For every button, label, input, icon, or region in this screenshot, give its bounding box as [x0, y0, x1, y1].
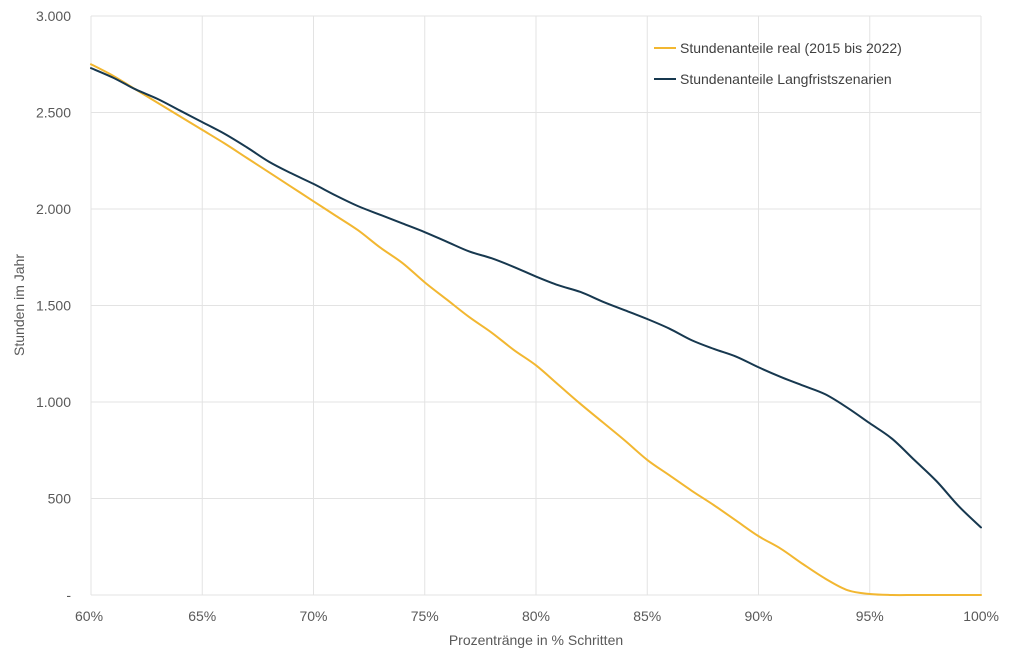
x-tick-label: 90% — [744, 608, 772, 624]
x-tick-label: 100% — [963, 608, 999, 624]
x-tick-label: 85% — [633, 608, 661, 624]
y-axis-title: Stunden im Jahr — [11, 254, 27, 356]
x-tick-label: 80% — [522, 608, 550, 624]
series-2-line — [90, 67, 982, 529]
x-tick-label: 65% — [188, 608, 216, 624]
y-tick-label: 1.500 — [36, 298, 71, 314]
x-axis-title: Prozentränge in % Schritten — [449, 632, 623, 648]
legend-label: Stundenanteile Langfristszenarien — [680, 71, 892, 87]
y-tick-label: 3.000 — [36, 8, 71, 24]
x-tick-label: 75% — [411, 608, 439, 624]
y-tick-label: - — [66, 587, 71, 603]
y-tick-label: 500 — [48, 491, 72, 507]
y-axis: - 500 1.000 1.500 2.000 2.500 3.000 — [36, 8, 71, 603]
y-tick-label: 1.000 — [36, 394, 71, 410]
x-tick-label: 60% — [75, 608, 103, 624]
x-tick-label: 70% — [299, 608, 327, 624]
x-tick-label: 95% — [856, 608, 884, 624]
x-axis: 60% 65% 70% 75% 80% 85% 90% 95% 100% — [75, 608, 999, 624]
plot-lines — [90, 63, 982, 597]
y-tick-label: 2.000 — [36, 201, 71, 217]
legend-label: Stundenanteile real (2015 bis 2022) — [680, 40, 902, 56]
grid — [90, 15, 982, 596]
legend: Stundenanteile real (2015 bis 2022) Stund… — [654, 40, 902, 87]
series-1-line — [90, 63, 982, 597]
y-tick-label: 2.500 — [36, 105, 71, 121]
